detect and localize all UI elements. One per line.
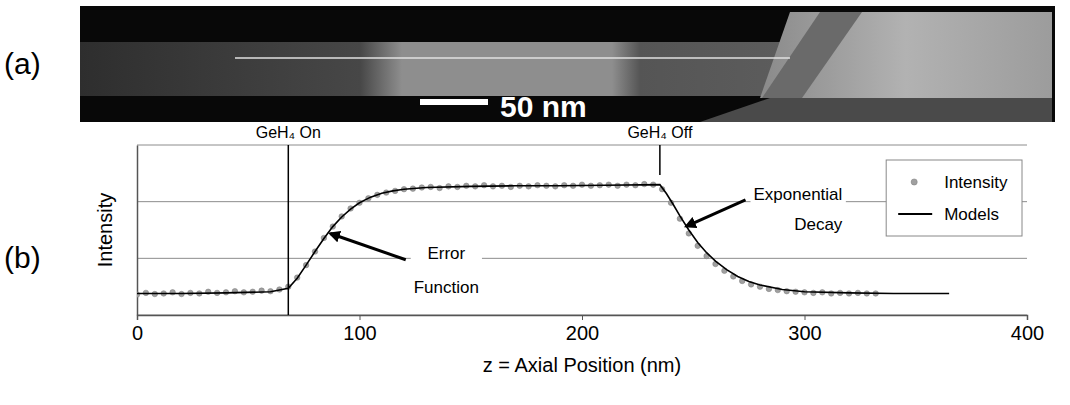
scatter-point [137,292,140,298]
annotation-background [411,242,482,299]
scatter-point [437,185,443,191]
nanowire [80,42,780,96]
scatter-point [170,290,176,296]
x-axis-line [138,316,1028,321]
annotation: Error Function [330,233,482,298]
figure: 50 nm (a) 0 100 200 300 400 z = Axial Position … [0,0,1070,405]
facet-edge [762,12,862,98]
legend-label: Models [944,205,999,224]
x-tick-label: 400 [1011,322,1044,344]
annotation-arrow [686,200,745,226]
x-tick: 100 [343,315,376,344]
x-tick-mark [805,315,806,320]
scatter-series [137,181,878,297]
x-tick-mark [582,315,583,320]
model-line [137,185,949,294]
x-tick-label: 300 [788,322,821,344]
micrograph-background [80,6,1055,122]
legend-label: Intensity [944,173,1008,192]
x-tick-mark [360,315,361,320]
legend-symbol [898,213,932,215]
annotation-line: Decay [794,215,843,234]
micrograph-panel: 50 nm [80,6,1055,123]
x-tick: 300 [788,315,821,344]
scatter-point [811,290,817,296]
event-line [288,145,290,315]
y-axis [137,146,139,316]
x-tick: 0 [132,315,143,344]
scatter-point [579,182,585,188]
y-axis-line [137,146,139,316]
scale-bar-label: 50 nm [500,90,587,123]
legend-symbol [911,179,917,185]
x-axis-title: z = Axial Position (nm) [483,354,681,376]
y-axis-title: Intensity [94,193,116,267]
x-tick: 200 [566,315,599,344]
event-line [659,145,661,175]
annotation-label: Exponential Decay [754,185,843,234]
event-label: GeH₄ Off [627,124,692,141]
grid [137,145,1027,315]
panel-label: (a) [4,47,41,80]
substrate-facet [700,98,1052,122]
scale-bar [420,99,488,105]
annotation: Exponential Decay [686,183,846,236]
events: GeH₄ On GeH₄ Off [256,124,693,315]
annotation-line: Exponential [754,185,843,204]
nanowire-facet [760,12,1052,98]
annotation-arrow [330,233,406,259]
annotation-label: Error Function [414,244,479,297]
x-tick-mark [1027,315,1028,320]
panel-label: (b) [4,241,41,274]
grid-line [137,258,1027,259]
annotation-line: Function [414,278,479,297]
annotation-background [751,183,846,236]
plot-marks [137,181,949,297]
grid-line [137,145,1027,146]
annotation-line: Error [427,244,465,263]
legend: Intensity Models [886,160,1022,236]
scatter-point [828,291,834,297]
scatter-point [481,182,487,188]
event-label: GeH₄ On [256,124,321,141]
profile-line [235,57,790,59]
scatter-point [508,184,514,190]
x-tick-label: 200 [566,322,599,344]
legend-box [886,160,1022,236]
x-axis: 0 100 200 300 400 [132,315,1044,344]
annotations: Error Function Exponential Decay [330,183,846,299]
x-tick-mark [137,315,138,320]
x-tick-label: 0 [132,322,143,344]
x-tick-label: 100 [343,322,376,344]
x-tick: 400 [1011,315,1044,344]
chart-panel: 0 100 200 300 400 z = Axial Position (nm) Inte… [94,124,1044,376]
